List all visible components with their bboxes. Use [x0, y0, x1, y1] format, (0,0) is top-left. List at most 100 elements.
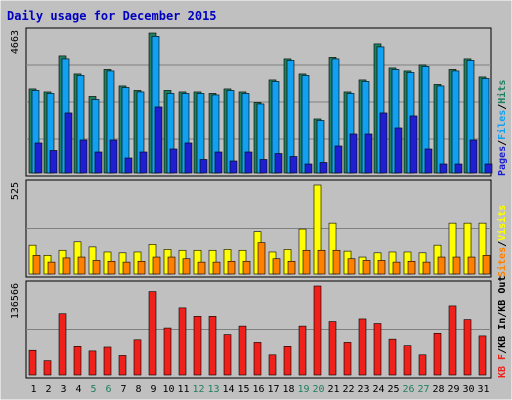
bar-kb-f: [268, 354, 277, 376]
bar-pages: [409, 115, 418, 174]
bar-pages: [319, 162, 328, 174]
bar-files: [451, 70, 460, 174]
bar-kb-f: [343, 342, 352, 376]
bar-sites: [467, 256, 476, 275]
bar-pages: [184, 142, 193, 174]
x-tick-label: 27: [417, 384, 429, 395]
x-tick-label: 19: [297, 384, 309, 395]
x-tick-label: 26: [402, 384, 414, 395]
x-tick-label: 22: [342, 384, 354, 395]
bar-sites: [407, 260, 416, 275]
bar-pages: [214, 151, 223, 174]
bar-pages: [199, 159, 208, 174]
legend-separator: /: [497, 241, 508, 247]
bar-sites: [362, 260, 371, 275]
bar-kb-f: [328, 321, 337, 376]
bar-sites: [92, 260, 101, 275]
bar-sites: [152, 256, 161, 275]
bar-files: [301, 75, 310, 174]
legend-item: KB Out: [497, 276, 508, 312]
panel-legend: Sites/Visits: [496, 205, 508, 277]
bar-sites: [137, 260, 146, 275]
x-axis: 1 2 3 4 5 6 7 8 9 10 11 12 13 14 15 16 17 18 19 20 21 22 23 24 2…: [30, 384, 489, 395]
bar-kb-f: [148, 291, 157, 376]
chart-title: Daily usage for December 2015: [7, 9, 217, 23]
bar-pages: [394, 127, 403, 174]
x-tick-label: 9: [150, 384, 156, 395]
bar-pages: [124, 157, 133, 174]
legend-item: Visits: [496, 205, 508, 241]
bar-sites: [197, 261, 206, 275]
bar-pages: [484, 163, 493, 174]
legend-separator: /: [497, 348, 508, 354]
bar-kb-f: [313, 285, 322, 376]
bar-visits: [448, 222, 457, 275]
bar-pages: [259, 159, 268, 174]
legend-item: Sites: [496, 247, 508, 277]
bar-kb-f: [178, 307, 187, 376]
x-tick-label: 31: [477, 384, 489, 395]
x-tick-label: 25: [387, 384, 399, 395]
bar-sites: [257, 242, 266, 275]
legend-item: Files: [496, 110, 508, 140]
bar-sites: [332, 249, 341, 275]
bar-kb-f: [88, 350, 97, 376]
x-tick-label: 17: [267, 384, 279, 395]
bar-kb-f: [133, 339, 142, 376]
bar-kb-f: [418, 354, 427, 376]
bar-pages: [454, 163, 463, 174]
bar-sites: [167, 256, 176, 275]
bar-visits: [313, 184, 322, 275]
x-tick-label: 5: [90, 384, 96, 395]
bar-kb-f: [223, 334, 232, 376]
panel-legend: Pages/Files/Hits: [496, 80, 508, 176]
legend-item: Hits: [496, 80, 508, 104]
panel-max-label: 136566: [10, 283, 21, 319]
bar-sites: [452, 256, 461, 275]
bar-sites: [377, 260, 386, 275]
bar-sites: [272, 258, 281, 275]
bar-sites: [182, 258, 191, 275]
bar-sites: [122, 261, 131, 275]
x-tick-label: 14: [222, 384, 234, 395]
bar-kb-f: [253, 342, 262, 376]
bar-sites: [62, 257, 71, 275]
bar-kb-f: [193, 316, 202, 376]
bar-kb-f: [208, 316, 217, 376]
bar-kb-f: [28, 349, 37, 376]
bar-kb-f: [403, 345, 412, 376]
bar-pages: [244, 151, 253, 174]
bar-sites: [302, 249, 311, 275]
bar-pages: [79, 139, 88, 174]
x-tick-label: 28: [432, 384, 444, 395]
legend-separator: /: [497, 312, 508, 318]
bar-pages: [154, 106, 163, 174]
bar-kb-f: [298, 325, 307, 376]
x-tick-label: 3: [60, 384, 66, 395]
x-tick-label: 8: [135, 384, 141, 395]
x-tick-label: 12: [192, 384, 204, 395]
panel-visits-sites: 525 Sites/Visits: [10, 179, 508, 278]
bar-sites: [242, 260, 251, 275]
x-tick-label: 18: [282, 384, 294, 395]
bar-pages: [94, 151, 103, 174]
x-tick-label: 15: [237, 384, 249, 395]
bar-files: [481, 78, 490, 174]
panel-kb: 136566 KB F/KB In/KB Out: [10, 276, 508, 379]
bar-kb-f: [283, 346, 292, 376]
bar-sites: [422, 261, 431, 275]
panel-max-label: 525: [10, 182, 21, 200]
x-tick-label: 21: [327, 384, 339, 395]
bar-sites: [107, 260, 116, 275]
x-tick-label: 4: [75, 384, 81, 395]
legend-item: Pages: [497, 146, 508, 176]
bar-sites: [77, 256, 86, 275]
x-tick-label: 23: [357, 384, 369, 395]
bar-kb-f: [463, 319, 472, 376]
bar-pages: [169, 148, 178, 174]
panel-legend: KB F/KB In/KB Out: [497, 276, 508, 378]
bar-kb-f: [103, 346, 112, 376]
bar-pages: [334, 145, 343, 174]
bar-kb-f: [373, 323, 382, 376]
